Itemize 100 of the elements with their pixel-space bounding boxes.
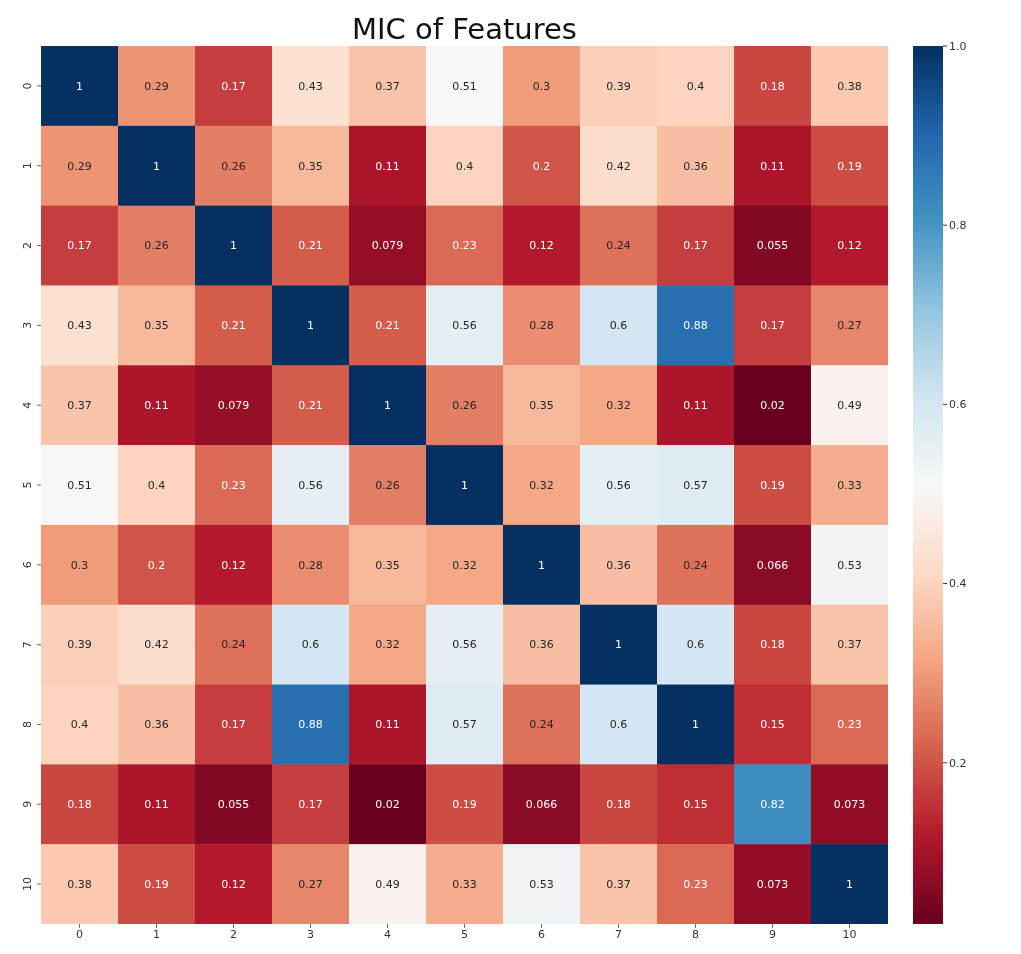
data-label: 0.19 xyxy=(144,877,169,891)
data-label: 1 xyxy=(76,79,83,93)
x-tick-label: 8 xyxy=(692,927,699,941)
data-label: 0.24 xyxy=(221,638,246,652)
data-label: 0.32 xyxy=(375,638,400,652)
data-label: 0.37 xyxy=(837,638,862,652)
data-label: 0.12 xyxy=(221,877,246,891)
data-label: 0.35 xyxy=(529,399,554,413)
y-tick-label: 6 xyxy=(21,561,34,569)
data-label: 0.19 xyxy=(837,159,862,173)
data-label: 0.11 xyxy=(375,159,400,173)
data-label: 0.26 xyxy=(144,239,169,253)
data-label: 0.15 xyxy=(760,718,785,732)
data-label: 0.18 xyxy=(606,798,631,812)
data-label: 0.88 xyxy=(298,718,323,732)
data-label: 0.055 xyxy=(756,239,789,253)
data-label: 0.26 xyxy=(221,159,246,173)
data-label: 0.24 xyxy=(606,239,631,253)
data-label: 1 xyxy=(153,159,160,173)
data-label: 0.6 xyxy=(686,638,705,652)
data-label: 0.43 xyxy=(298,79,323,93)
data-label: 0.28 xyxy=(529,319,554,333)
data-label: 0.29 xyxy=(144,79,169,93)
color-bar-label: 0.2 xyxy=(949,756,967,770)
data-label: 0.21 xyxy=(375,319,400,333)
x-tick-label: 3 xyxy=(307,927,314,941)
data-label: 0.17 xyxy=(221,79,246,93)
data-label: 0.23 xyxy=(221,478,246,492)
y-tick-label: 7 xyxy=(21,641,34,649)
data-label: 0.29 xyxy=(67,159,92,173)
y-tick-label: 5 xyxy=(21,481,34,489)
y-tick-label: 8 xyxy=(21,720,34,728)
data-label: 0.38 xyxy=(67,877,92,891)
y-tick-label: 2 xyxy=(21,242,34,250)
data-label: 0.36 xyxy=(606,558,631,572)
color-bar-label: 0.8 xyxy=(949,219,967,233)
data-label: 0.56 xyxy=(606,478,631,492)
x-tick-label: 10 xyxy=(842,927,857,941)
data-label: 0.37 xyxy=(67,399,92,413)
data-label: 1 xyxy=(538,558,545,572)
data-label: 0.42 xyxy=(144,638,169,652)
data-label: 0.35 xyxy=(144,319,169,333)
chart-title: MIC of Features xyxy=(351,12,578,46)
data-label: 0.37 xyxy=(606,877,631,891)
x-tick-label: 1 xyxy=(153,927,160,941)
y-tick-label: 4 xyxy=(21,401,34,409)
data-label: 0.49 xyxy=(837,399,862,413)
data-label: 0.073 xyxy=(756,877,789,891)
data-label: 0.18 xyxy=(760,79,785,93)
data-label: 0.21 xyxy=(221,319,246,333)
data-label: 0.51 xyxy=(67,478,92,492)
data-label: 0.42 xyxy=(606,159,631,173)
data-label: 0.32 xyxy=(606,399,631,413)
data-label: 1 xyxy=(692,718,699,732)
data-label: 0.15 xyxy=(683,798,708,812)
data-label: 0.17 xyxy=(221,718,246,732)
x-tick-label: 9 xyxy=(769,927,776,941)
y-tick-label: 0 xyxy=(21,82,34,90)
data-label: 0.27 xyxy=(837,319,862,333)
data-label: 0.36 xyxy=(683,159,708,173)
data-label: 1 xyxy=(384,399,391,413)
data-label: 0.17 xyxy=(298,798,323,812)
y-tick-label: 10 xyxy=(21,877,34,892)
data-label: 0.2 xyxy=(532,159,551,173)
y-tick-label: 3 xyxy=(21,321,34,329)
data-label: 0.28 xyxy=(298,558,323,572)
data-label: 0.43 xyxy=(67,319,92,333)
data-label: 0.12 xyxy=(221,558,246,572)
data-label: 0.073 xyxy=(833,798,866,812)
data-label: 0.17 xyxy=(683,239,708,253)
data-label: 0.6 xyxy=(301,638,320,652)
data-label: 0.21 xyxy=(298,239,323,253)
data-label: 0.27 xyxy=(298,877,323,891)
data-label: 0.066 xyxy=(525,798,558,812)
data-label: 0.35 xyxy=(298,159,323,173)
data-label: 0.56 xyxy=(452,319,477,333)
data-label: 0.49 xyxy=(375,877,400,891)
data-label: 0.6 xyxy=(609,718,628,732)
data-label: 0.23 xyxy=(452,239,477,253)
data-label: 0.82 xyxy=(760,798,785,812)
data-label: 0.23 xyxy=(683,877,708,891)
data-label: 0.39 xyxy=(606,79,631,93)
data-label: 0.33 xyxy=(837,478,862,492)
data-label: 0.17 xyxy=(67,239,92,253)
data-label: 1 xyxy=(615,638,622,652)
data-label: 0.57 xyxy=(683,478,708,492)
data-label: 0.079 xyxy=(217,399,250,413)
data-label: 0.53 xyxy=(837,558,862,572)
data-label: 0.2 xyxy=(147,558,166,572)
data-label: 0.53 xyxy=(529,877,554,891)
data-label: 0.51 xyxy=(452,79,477,93)
data-label: 0.079 xyxy=(371,239,404,253)
data-label: 0.3 xyxy=(532,79,551,93)
data-label: 0.055 xyxy=(217,798,250,812)
data-label: 0.6 xyxy=(609,319,628,333)
data-label: 0.02 xyxy=(760,399,785,413)
data-label: 1 xyxy=(307,319,314,333)
data-label: 0.37 xyxy=(375,79,400,93)
data-label: 0.17 xyxy=(760,319,785,333)
data-label: 0.12 xyxy=(529,239,554,253)
